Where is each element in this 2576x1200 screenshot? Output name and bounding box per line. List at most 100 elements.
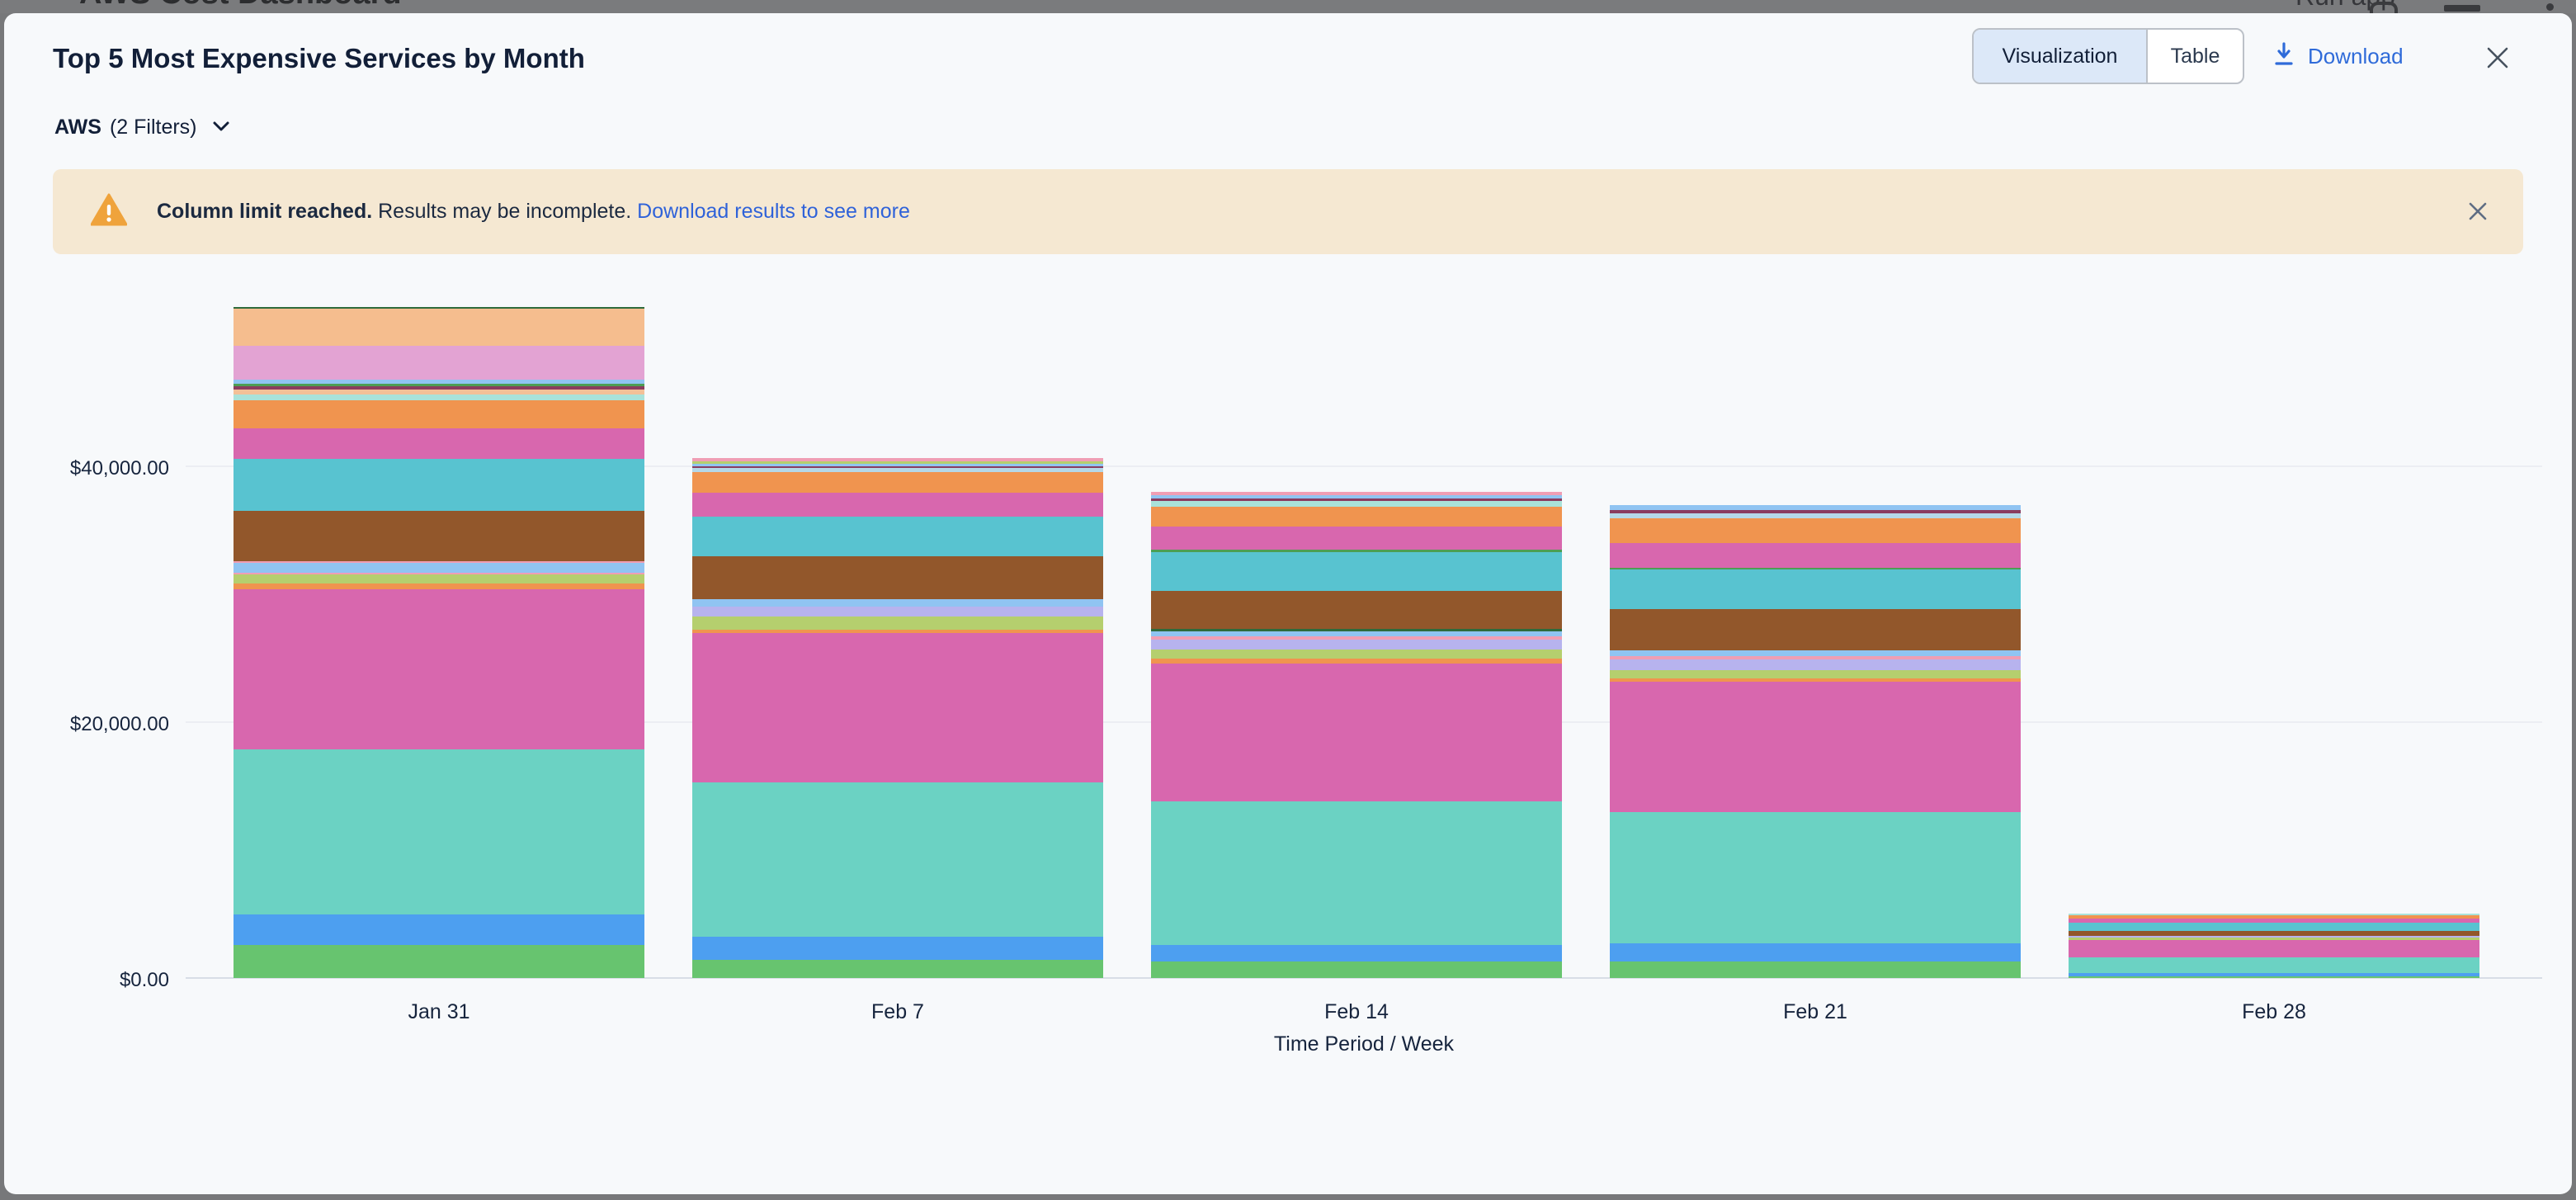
bar-segment-skyblue[interactable] — [1151, 631, 1562, 637]
bar-segment-blue[interactable] — [1610, 943, 2021, 962]
bar-segment-teal[interactable] — [1151, 552, 1562, 592]
bar-segment-lavender[interactable] — [1151, 640, 1562, 650]
bar-segment-pink[interactable] — [234, 573, 644, 575]
bar-segment-teal[interactable] — [2069, 923, 2479, 932]
bar-segment-magenta[interactable] — [2069, 940, 2479, 957]
bar-segment-brown[interactable] — [234, 511, 644, 562]
bar-segment-skyblue[interactable] — [1610, 505, 2021, 511]
bar-segment-lavender[interactable] — [2069, 935, 2479, 938]
bar-segment-pink[interactable] — [692, 458, 1103, 462]
bar-segment-yellowgreen[interactable] — [1610, 670, 2021, 679]
bar-segment-green[interactable] — [234, 945, 644, 978]
bar-feb-21[interactable] — [1610, 505, 2021, 978]
bar-segment-yellowgreen[interactable] — [692, 461, 1103, 465]
bar-segment-magenta[interactable] — [1151, 527, 1562, 550]
bar-segment-maroon[interactable] — [234, 386, 644, 390]
bar-segment-pink[interactable] — [234, 561, 644, 564]
bar-segment-skyblue[interactable] — [234, 563, 644, 574]
filter-dropdown[interactable]: AWS (2 Filters) — [54, 114, 232, 141]
bar-segment-brown[interactable] — [692, 556, 1103, 600]
bar-segment-medgreen[interactable] — [1610, 568, 2021, 570]
bar-segment-turquoise[interactable] — [1610, 812, 2021, 944]
bar-segment-pink[interactable] — [1151, 492, 1562, 496]
bar-segment-orange[interactable] — [1610, 518, 2021, 544]
bar-segment-paleblue[interactable] — [692, 468, 1103, 473]
bar-segment-blue[interactable] — [692, 937, 1103, 960]
bar-segment-orange[interactable] — [1151, 507, 1562, 527]
bar-feb-28[interactable] — [2069, 914, 2479, 978]
download-button[interactable]: Download — [2272, 28, 2404, 84]
bar-segment-yellowgreen[interactable] — [2069, 937, 2479, 940]
bar-segment-teal[interactable] — [692, 517, 1103, 557]
bar-segment-green[interactable] — [2069, 976, 2479, 978]
bar-segment-orange[interactable] — [234, 400, 644, 429]
bar-jan-31[interactable] — [234, 306, 644, 978]
bar-segment-orange[interactable] — [1610, 678, 2021, 683]
bar-segment-lavender[interactable] — [692, 607, 1103, 617]
bar-segment-yellowgreen[interactable] — [1151, 650, 1562, 659]
bar-segment-forest[interactable] — [234, 306, 644, 309]
bar-segment-maroon[interactable] — [1151, 498, 1562, 502]
bar-segment-peach[interactable] — [234, 309, 644, 347]
bar-segment-magenta[interactable] — [234, 589, 644, 750]
bar-segment-magenta[interactable] — [692, 493, 1103, 517]
bar-segment-paleblue[interactable] — [1610, 513, 2021, 519]
bar-segment-medgreen[interactable] — [234, 384, 644, 387]
bar-segment-brown[interactable] — [2069, 931, 2479, 936]
bar-segment-palemint[interactable] — [2069, 914, 2479, 915]
bar-segment-skyblue[interactable] — [234, 380, 644, 385]
download-results-link[interactable]: Download results to see more — [637, 200, 910, 223]
bar-segment-skyblue[interactable] — [692, 464, 1103, 467]
bar-segment-palemint[interactable] — [1151, 501, 1562, 508]
close-icon[interactable] — [2484, 44, 2512, 72]
bar-segment-maroon[interactable] — [1610, 510, 2021, 514]
banner-close-icon[interactable] — [2465, 199, 2490, 224]
bar-segment-teal[interactable] — [234, 459, 644, 512]
bar-segment-magenta[interactable] — [234, 428, 644, 460]
bar-segment-green[interactable] — [1610, 961, 2021, 978]
bar-segment-orange[interactable] — [692, 630, 1103, 634]
bar-feb-7[interactable] — [692, 458, 1103, 978]
bar-segment-brown[interactable] — [1610, 609, 2021, 651]
bar-segment-turquoise[interactable] — [692, 782, 1103, 938]
bar-segment-forest[interactable] — [1151, 629, 1562, 632]
bar-segment-blue[interactable] — [2069, 972, 2479, 976]
bar-segment-maroon[interactable] — [692, 466, 1103, 469]
tab-visualization[interactable]: Visualization — [1974, 30, 2146, 83]
bar-segment-turquoise[interactable] — [1151, 801, 1562, 946]
bar-segment-magenta[interactable] — [1610, 543, 2021, 569]
bar-segment-magenta[interactable] — [1610, 682, 2021, 813]
x-axis-tick-label: Jan 31 — [408, 1000, 470, 1023]
bar-segment-green[interactable] — [692, 960, 1103, 978]
bar-feb-14[interactable] — [1151, 492, 1562, 978]
bar-segment-peachtan[interactable] — [234, 390, 644, 395]
bar-segment-blue[interactable] — [1151, 945, 1562, 962]
bar-segment-yellowgreen[interactable] — [234, 574, 644, 584]
bar-segment-skyblue[interactable] — [1151, 495, 1562, 499]
bar-segment-blue[interactable] — [234, 914, 644, 946]
tab-table[interactable]: Table — [2146, 30, 2243, 83]
bar-segment-skyblue[interactable] — [692, 599, 1103, 607]
bar-segment-turquoise[interactable] — [234, 749, 644, 915]
bar-segment-orchid[interactable] — [234, 346, 644, 380]
bar-segment-teal[interactable] — [1610, 569, 2021, 610]
bar-segment-medgreen[interactable] — [1151, 550, 1562, 553]
bar-segment-turquoise[interactable] — [2069, 957, 2479, 973]
bar-segment-magenta[interactable] — [692, 633, 1103, 783]
bar-segment-lavender[interactable] — [1610, 659, 2021, 671]
bar-segment-orange[interactable] — [692, 472, 1103, 494]
bar-segment-pink[interactable] — [1610, 656, 2021, 660]
bar-segment-green[interactable] — [1151, 961, 1562, 978]
bar-segment-orange[interactable] — [234, 583, 644, 590]
bar-segment-palemint[interactable] — [234, 394, 644, 401]
bar-segment-yellowgreen[interactable] — [692, 617, 1103, 631]
bar-segment-magenta[interactable] — [1151, 664, 1562, 802]
warning-text-normal: Results may be incomplete. — [378, 200, 638, 223]
bar-segment-pink[interactable] — [1151, 636, 1562, 640]
download-icon — [2272, 41, 2296, 72]
bar-segment-orange[interactable] — [2069, 915, 2479, 919]
bar-segment-skyblue[interactable] — [1610, 650, 2021, 657]
bar-segment-orange[interactable] — [1151, 659, 1562, 664]
bar-segment-magenta[interactable] — [2069, 919, 2479, 924]
bar-segment-brown[interactable] — [1151, 591, 1562, 630]
